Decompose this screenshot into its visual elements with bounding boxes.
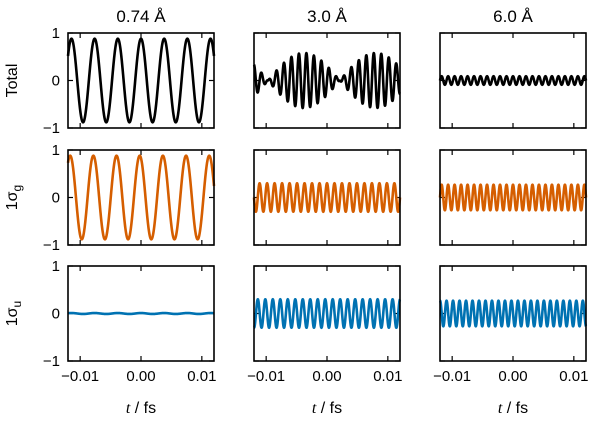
- y-tick-label: 1: [52, 142, 60, 159]
- row-label: Total: [4, 64, 21, 98]
- row-label: 1σg: [4, 185, 24, 210]
- series-line: [252, 181, 402, 214]
- x-tick-label: 0.01: [559, 368, 588, 385]
- panel-frame: [439, 32, 587, 129]
- panel-frame: [67, 32, 215, 129]
- series-line: [66, 154, 216, 241]
- x-tick-label: −0.01: [433, 368, 471, 385]
- x-axis-unit: / fs: [130, 400, 156, 417]
- x-tick-label: 0.00: [498, 368, 527, 385]
- x-tick-label: 0.01: [373, 368, 402, 385]
- panel-frame: [253, 265, 401, 362]
- x-axis-label: t / fs: [498, 400, 528, 417]
- x-tick-label: 0.00: [126, 368, 155, 385]
- series-line: [438, 183, 588, 212]
- y-tick-label: 1: [52, 258, 60, 275]
- y-tick-label: 0: [52, 190, 60, 207]
- y-tick-label: 0: [52, 73, 60, 90]
- panel-frame: [67, 265, 215, 362]
- row-label-main: 1σ: [4, 191, 21, 210]
- series-line: [252, 51, 402, 110]
- series-line: [66, 37, 216, 124]
- x-axis-variable: t: [498, 400, 503, 417]
- y-tick-label: −1: [43, 120, 60, 137]
- x-axis-unit: / fs: [316, 400, 342, 417]
- row-label-main: 1σ: [4, 307, 21, 326]
- series-line: [66, 311, 216, 316]
- panel-frame: [67, 149, 215, 246]
- panel-frame: [439, 149, 587, 246]
- row-label-main: Total: [4, 64, 21, 98]
- column-title: 6.0 Å: [493, 7, 533, 26]
- y-tick-label: 1: [52, 25, 60, 42]
- row-label: 1σu: [4, 301, 24, 326]
- series-line: [252, 297, 402, 330]
- series-line: [438, 74, 588, 87]
- x-axis-label: t / fs: [126, 400, 156, 417]
- x-axis-label: t / fs: [312, 400, 342, 417]
- row-label-subscript: u: [10, 301, 24, 308]
- column-title: 0.74 Å: [116, 7, 166, 26]
- panel-frame: [253, 32, 401, 129]
- row-label-subscript: g: [10, 185, 24, 192]
- x-axis-unit: / fs: [502, 400, 528, 417]
- panel-frame: [253, 149, 401, 246]
- x-tick-label: 0.00: [312, 368, 341, 385]
- x-axis-variable: t: [312, 400, 317, 417]
- x-tick-label: −0.01: [61, 368, 99, 385]
- x-tick-label: 0.01: [187, 368, 216, 385]
- series-line: [438, 299, 588, 328]
- y-tick-label: 0: [52, 306, 60, 323]
- y-tick-label: −1: [43, 237, 60, 254]
- y-tick-label: −1: [43, 353, 60, 370]
- column-title: 3.0 Å: [307, 7, 347, 26]
- x-axis-variable: t: [126, 400, 131, 417]
- panel-frame: [439, 265, 587, 362]
- x-tick-label: −0.01: [247, 368, 285, 385]
